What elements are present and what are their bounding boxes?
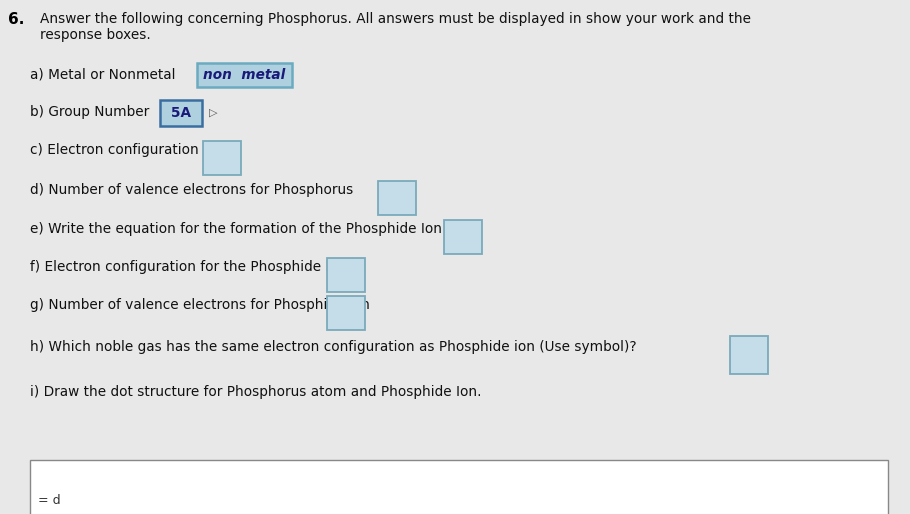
Text: response boxes.: response boxes. — [40, 28, 151, 42]
Text: h) Which noble gas has the same electron configuration as Phosphide ion (Use sym: h) Which noble gas has the same electron… — [30, 340, 637, 354]
Text: d) Number of valence electrons for Phosphorus: d) Number of valence electrons for Phosp… — [30, 183, 353, 197]
Text: = d: = d — [38, 494, 61, 507]
Text: ▷: ▷ — [209, 108, 217, 118]
Text: f) Electron configuration for the Phosphide Ion: f) Electron configuration for the Phosph… — [30, 260, 347, 274]
Text: b) Group Number: b) Group Number — [30, 105, 149, 119]
Text: e) Write the equation for the formation of the Phosphide Ion: e) Write the equation for the formation … — [30, 222, 442, 236]
Text: 6.: 6. — [8, 12, 25, 27]
Text: c) Electron configuration: c) Electron configuration — [30, 143, 198, 157]
Text: Answer the following concerning Phosphorus. All answers must be displayed in sho: Answer the following concerning Phosphor… — [40, 12, 751, 26]
FancyBboxPatch shape — [730, 336, 768, 374]
FancyBboxPatch shape — [444, 220, 482, 254]
FancyBboxPatch shape — [30, 460, 888, 514]
FancyBboxPatch shape — [203, 141, 241, 175]
FancyBboxPatch shape — [327, 258, 365, 292]
Text: non  metal: non metal — [203, 68, 286, 82]
Text: g) Number of valence electrons for Phosphide Ion: g) Number of valence electrons for Phosp… — [30, 298, 369, 312]
FancyBboxPatch shape — [197, 63, 292, 87]
FancyBboxPatch shape — [160, 100, 202, 126]
FancyBboxPatch shape — [378, 181, 416, 215]
Text: 5A: 5A — [171, 106, 191, 120]
Text: i) Draw the dot structure for Phosphorus atom and Phosphide Ion.: i) Draw the dot structure for Phosphorus… — [30, 385, 481, 399]
Text: a) Metal or Nonmetal: a) Metal or Nonmetal — [30, 67, 176, 81]
FancyBboxPatch shape — [327, 296, 365, 330]
